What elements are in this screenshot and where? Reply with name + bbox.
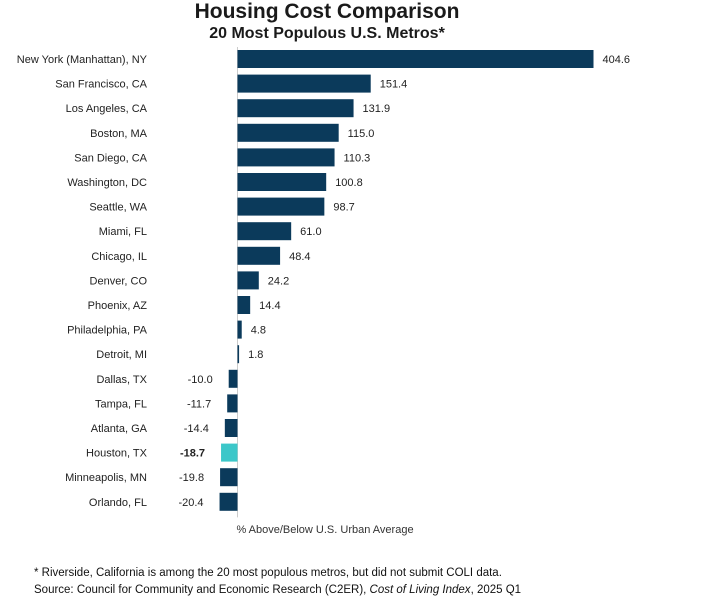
category-label: Atlanta, GA	[91, 423, 148, 435]
x-axis-label: % Above/Below U.S. Urban Average	[236, 524, 414, 536]
bar	[237, 296, 251, 314]
data-label: 404.6	[603, 54, 631, 66]
category-label: San Francisco, CA	[55, 79, 147, 91]
bar	[219, 492, 238, 511]
bar	[237, 148, 335, 167]
category-label: New York (Manhattan), NY	[17, 54, 148, 66]
data-label: -14.4	[184, 423, 209, 435]
category-label: Dallas, TX	[96, 374, 147, 386]
category-label: San Diego, CA	[74, 152, 147, 164]
bar	[237, 197, 325, 216]
category-label: Boston, MA	[90, 128, 148, 140]
category-label: Orlando, FL	[89, 497, 147, 509]
bar	[237, 345, 240, 364]
bar	[237, 50, 594, 68]
category-label: Miami, FL	[99, 226, 147, 238]
category-label: Seattle, WA	[89, 202, 147, 214]
bar	[237, 222, 292, 241]
bar	[237, 123, 339, 142]
source-prefix: Source: Council for Community and Econom…	[34, 584, 370, 596]
bar	[224, 419, 238, 437]
data-label: -19.8	[179, 472, 204, 484]
data-label: -10.0	[188, 374, 213, 386]
bar	[237, 320, 242, 339]
category-label: Denver, CO	[90, 275, 148, 287]
data-label: 61.0	[300, 226, 321, 238]
bar	[237, 246, 281, 265]
bar	[237, 74, 371, 93]
category-label: Los Angeles, CA	[66, 103, 148, 115]
bar	[237, 99, 354, 118]
category-label: Washington, DC	[67, 177, 147, 189]
data-label: 24.2	[268, 275, 289, 287]
data-label: -11.7	[187, 398, 211, 410]
data-label: 48.4	[289, 251, 310, 263]
data-label: 14.4	[259, 300, 280, 312]
data-label: 110.3	[344, 152, 371, 164]
category-label: Tampa, FL	[95, 398, 147, 410]
footnote: * Riverside, California is among the 20 …	[34, 567, 502, 579]
category-label: Minneapolis, MN	[65, 472, 147, 484]
category-label: Chicago, IL	[91, 251, 147, 263]
source-citation: Source: Council for Community and Econom…	[34, 582, 521, 598]
data-label: 115.0	[348, 128, 375, 140]
category-label: Philadelphia, PA	[67, 325, 148, 337]
category-label: Phoenix, AZ	[88, 300, 148, 312]
chart-title: Housing Cost Comparison	[194, 0, 460, 23]
bar	[237, 173, 327, 191]
bar-chart: New York (Manhattan), NY 404.6 San Francis…	[17, 47, 631, 518]
data-label: -20.4	[178, 497, 203, 509]
source-publication: Cost of Living Index	[369, 584, 471, 596]
data-label: 4.8	[251, 325, 266, 337]
data-label: -18.7	[180, 448, 205, 460]
bar	[220, 468, 238, 487]
chart-subtitle: 20 Most Populous U.S. Metros*	[209, 25, 445, 42]
data-label: 151.4	[380, 79, 408, 91]
category-label: Detroit, MI	[96, 349, 147, 361]
bar	[228, 369, 238, 388]
bar	[227, 394, 238, 413]
data-label: 1.8	[248, 349, 263, 361]
bar	[221, 443, 238, 462]
source-suffix: , 2025 Q1	[470, 584, 522, 596]
bar	[237, 271, 259, 290]
data-label: 98.7	[333, 202, 354, 214]
data-label: 100.8	[335, 177, 363, 189]
category-label: Houston, TX	[86, 448, 148, 460]
data-label: 131.9	[363, 103, 391, 115]
